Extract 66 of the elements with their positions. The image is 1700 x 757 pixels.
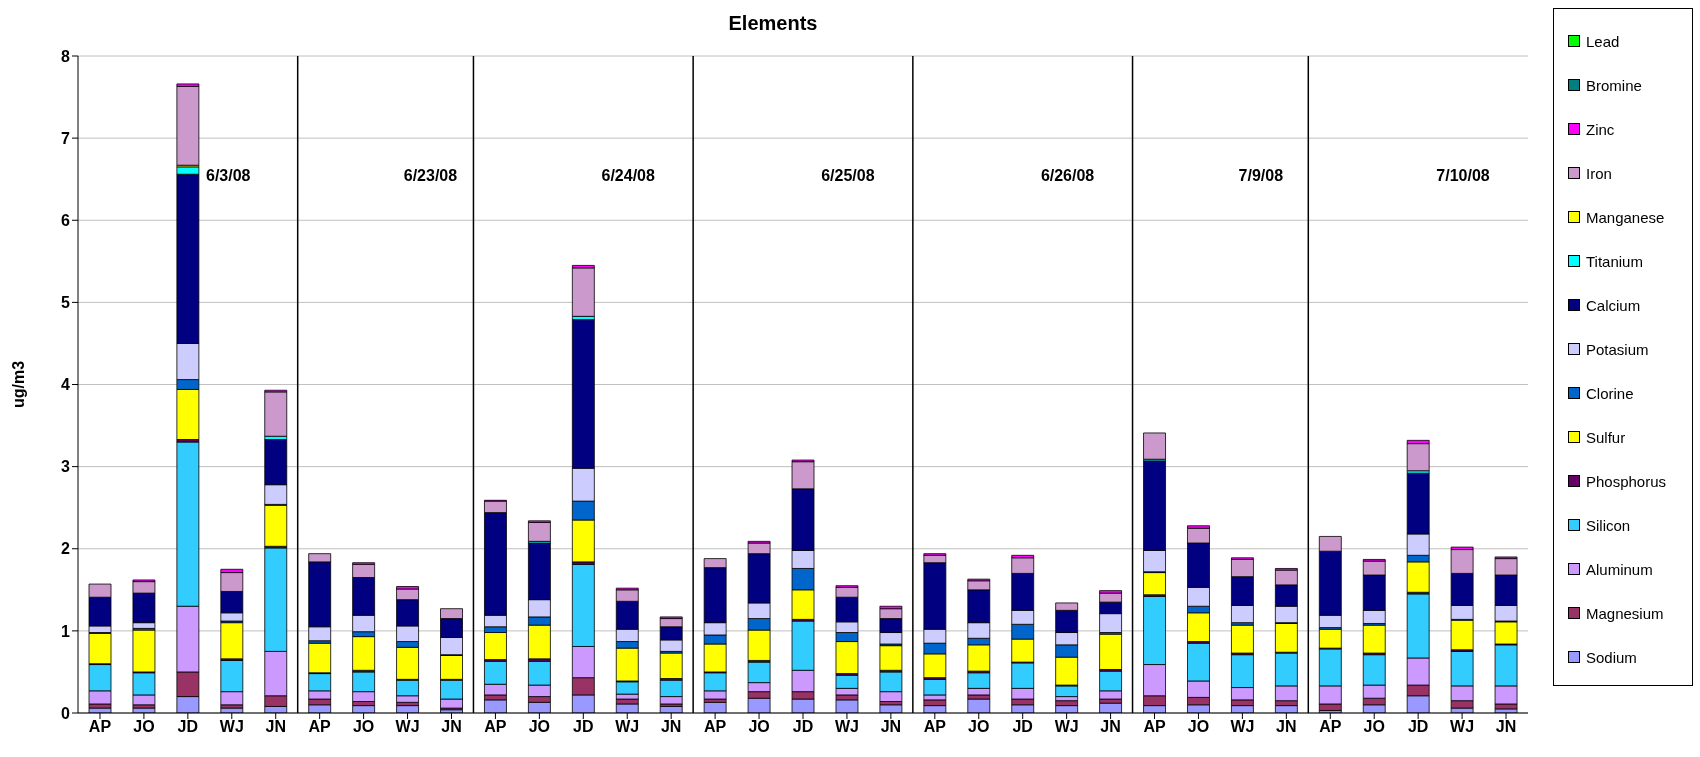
x-tick-label: AP — [88, 718, 112, 736]
x-tick-label: AP — [1319, 718, 1342, 736]
legend-label: Potasium — [1586, 340, 1649, 358]
x-tick-label: JN — [1100, 718, 1121, 736]
x-tick-label: JD — [177, 718, 199, 736]
x-tick-label: AP — [484, 718, 507, 736]
legend-label: Phosphorus — [1586, 472, 1667, 490]
x-tick-label: JD — [792, 718, 814, 736]
legend-label: Clorine — [1586, 384, 1634, 402]
y-tick-label: 6 — [61, 211, 71, 229]
annotation: 7/9/08 — [1238, 166, 1284, 184]
x-tick-label: JN — [660, 718, 682, 736]
legend-label: Magnesium — [1586, 604, 1664, 622]
y-tick-label: 3 — [61, 458, 71, 476]
annotation: 7/10/08 — [1436, 166, 1490, 184]
y-tick-label: 5 — [61, 294, 71, 312]
x-tick-label: AP — [923, 718, 947, 736]
legend-label: Aluminum — [1586, 560, 1653, 578]
x-tick-label: WJ — [1450, 718, 1475, 736]
x-tick-label: JN — [265, 718, 286, 736]
x-tick-label: JD — [1012, 718, 1033, 736]
x-tick-label: JD — [1407, 718, 1429, 736]
annotation: 6/23/08 — [403, 166, 458, 184]
y-tick-label: 2 — [61, 540, 71, 558]
legend-label: Lead — [1586, 32, 1620, 50]
x-tick-label: WJ — [615, 718, 640, 736]
legend-label: Iron — [1586, 164, 1612, 182]
x-tick-label: AP — [308, 718, 332, 736]
y-tick-label: 4 — [61, 376, 71, 394]
x-tick-label: WJ — [1230, 718, 1255, 736]
x-tick-label: WJ — [1054, 718, 1079, 736]
chart-title: Elements — [727, 12, 819, 35]
x-tick-label: JD — [573, 718, 594, 736]
legend-label: Zinc — [1586, 120, 1615, 138]
annotation: 6/3/08 — [206, 166, 251, 184]
x-tick-label: JO — [133, 718, 155, 736]
legend-label: Manganese — [1586, 208, 1665, 226]
annotation: 6/25/08 — [821, 166, 875, 184]
x-tick-label: JN — [441, 718, 462, 736]
legend-label: Sodium — [1586, 648, 1637, 666]
x-tick-label: JO — [1363, 718, 1385, 736]
x-tick-label: JO — [748, 718, 770, 736]
annotation: 6/24/08 — [601, 166, 655, 184]
x-tick-label: WJ — [834, 718, 859, 736]
y-tick-label: 8 — [61, 47, 71, 65]
y-axis-title: ug/m3 — [9, 360, 27, 409]
x-tick-label: JO — [1187, 718, 1210, 736]
legend-label: Calcium — [1586, 296, 1641, 314]
legend-label: Sulfur — [1586, 428, 1626, 446]
x-tick-label: JN — [1495, 718, 1517, 736]
x-tick-label: JO — [968, 718, 990, 736]
x-tick-label: JN — [1276, 718, 1297, 736]
y-tick-label: 0 — [61, 704, 71, 722]
annotation: 6/26/08 — [1040, 166, 1095, 184]
y-tick-label: 7 — [61, 129, 71, 147]
x-tick-label: JN — [880, 718, 902, 736]
y-tick-label: 1 — [61, 622, 71, 640]
legend-label: Silicon — [1586, 516, 1631, 534]
x-tick-label: AP — [1143, 718, 1166, 736]
x-tick-label: JO — [528, 718, 551, 736]
legend-label: Titanium — [1586, 252, 1643, 270]
x-tick-label: AP — [704, 718, 727, 736]
x-tick-label: WJ — [219, 718, 244, 736]
x-tick-label: WJ — [395, 718, 420, 736]
x-tick-label: JO — [352, 718, 375, 736]
legend-label: Bromine — [1586, 76, 1642, 94]
